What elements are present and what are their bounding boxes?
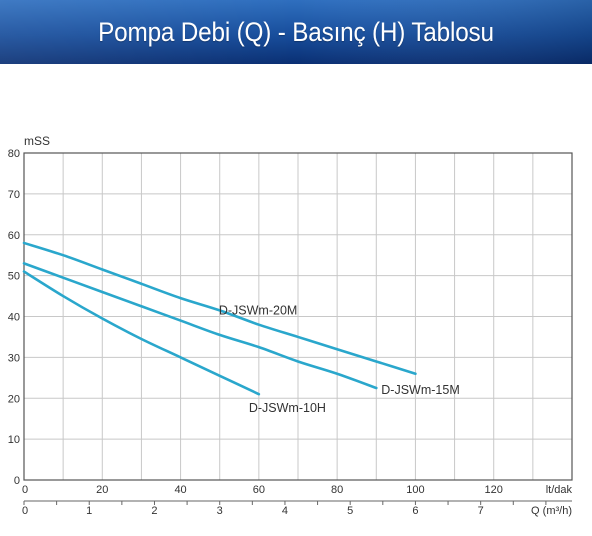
y-tick-label: 0 [14, 475, 20, 487]
x-primary-unit: lt/dak [546, 484, 573, 496]
y-tick-label: 20 [8, 393, 20, 405]
y-axis-label: mSS [24, 134, 50, 148]
x-secondary-tick-label: 0 [22, 505, 28, 517]
y-tick-label: 70 [8, 189, 20, 201]
series-line [22, 241, 417, 376]
series-label: D-JSWm-15M [381, 383, 459, 397]
x-primary-tick-label: 80 [331, 484, 343, 496]
x-primary-tick-label: 120 [485, 484, 503, 496]
x-secondary-tick-label: 7 [478, 505, 484, 517]
x-secondary-tick-label: 1 [86, 505, 92, 517]
x-primary-tick-label: 20 [96, 484, 108, 496]
series-label: D-JSWm-20M [219, 304, 297, 318]
x-secondary-tick-label: 4 [282, 505, 288, 517]
plot-frame [23, 152, 573, 481]
series-line [22, 270, 261, 396]
series-label: D-JSWm-10H [249, 401, 326, 415]
x-primary-tick-label: 0 [22, 484, 28, 496]
header-banner: Pompa Debi (Q) - Basınç (H) Tablosu [0, 0, 592, 64]
x-secondary-tick-label: 6 [412, 505, 418, 517]
banner-background [0, 0, 592, 64]
y-tick-label: 40 [8, 312, 20, 324]
x-secondary-unit: Q (m³/h) [531, 505, 572, 517]
y-tick-label: 10 [8, 434, 20, 446]
page-title: Pompa Debi (Q) - Basınç (H) Tablosu [98, 16, 494, 47]
x-secondary-tick-label: 2 [151, 505, 157, 517]
y-tick-label: 60 [8, 230, 20, 242]
x-secondary-tick-label: 5 [347, 505, 353, 517]
y-tick-label: 80 [8, 148, 20, 160]
y-tick-label: 50 [8, 271, 20, 283]
x-primary-tick-label: 100 [406, 484, 424, 496]
x-primary-tick-label: 40 [174, 484, 186, 496]
x-primary-tick-label: 60 [253, 484, 265, 496]
x-secondary-tick-label: 3 [217, 505, 223, 517]
y-tick-label: 30 [8, 352, 20, 364]
series-line [22, 262, 378, 390]
